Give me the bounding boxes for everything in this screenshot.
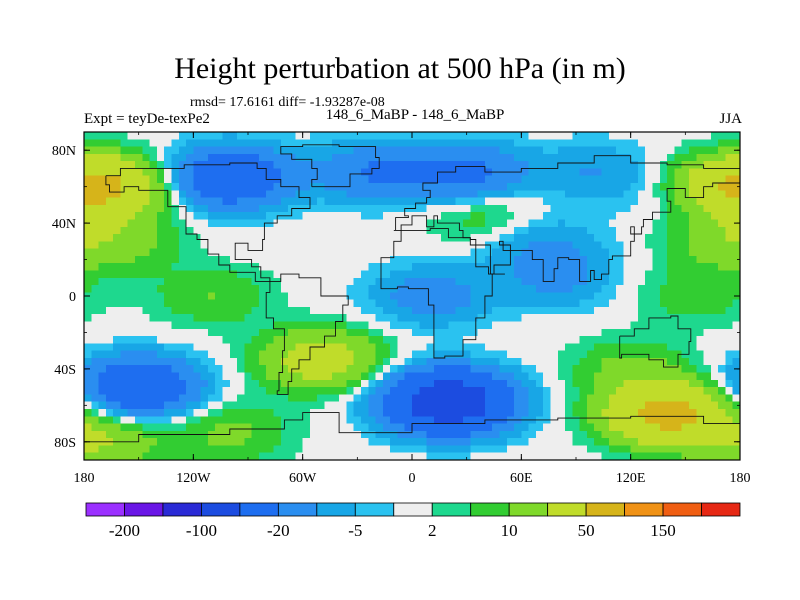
colorbar-box-4 xyxy=(239,502,279,517)
y-tick-label-3: 40S xyxy=(54,363,76,378)
experiment-label: Expt = teyDe-texPe2 xyxy=(84,111,210,127)
x-tick-label-1: 120W xyxy=(176,471,211,486)
colorbar-box-11 xyxy=(508,502,549,517)
case-label: 148_6_MaBP - 148_6_MaBP xyxy=(325,107,505,123)
colorbar-label-6: 50 xyxy=(578,521,595,540)
colorbar-box-1 xyxy=(124,502,164,517)
coastline-5 xyxy=(619,315,692,368)
colorbar-label-2: -20 xyxy=(267,521,290,540)
colorbar-box-10 xyxy=(470,502,510,517)
colorbar-box-6 xyxy=(316,502,356,517)
continent-outlines xyxy=(84,144,740,443)
height-perturbation-field xyxy=(84,132,740,460)
colorbar-label-7: 150 xyxy=(650,521,676,540)
colorbar-label-5: 10 xyxy=(501,521,518,540)
colorbar-label-4: 2 xyxy=(428,521,437,540)
colorbar-box-0 xyxy=(85,502,125,517)
colorbar-box-13 xyxy=(585,502,625,517)
colorbar-label-0: -200 xyxy=(109,521,140,540)
x-tick-label-3: 0 xyxy=(409,471,416,486)
colorbar-box-12 xyxy=(547,502,587,517)
coastline-0 xyxy=(105,162,311,282)
x-tick-label-5: 120E xyxy=(616,471,646,486)
x-tick-label-2: 60W xyxy=(289,471,317,486)
x-tick-label-0: 180 xyxy=(74,471,95,486)
coastline-4 xyxy=(380,228,505,359)
y-tick-label-0: 80N xyxy=(52,144,76,159)
x-tick-label-4: 60E xyxy=(510,471,533,486)
colorbar: -200 -100 -20 -5 2 10 50 150 xyxy=(85,502,741,540)
season-label: JJA xyxy=(719,111,742,127)
axis-ticks: 180 120W 60W 0 60E 120E 180 80N 40N 0 40S 80S xyxy=(52,132,751,486)
colorbar-box-3 xyxy=(201,502,241,517)
colorbar-box-5 xyxy=(277,502,318,517)
y-tick-label-2: 0 xyxy=(69,290,76,305)
coastline-3 xyxy=(393,155,740,282)
y-tick-label-1: 40N xyxy=(52,217,76,232)
x-tick-label-6: 180 xyxy=(730,471,751,486)
colorbar-box-8 xyxy=(393,502,433,517)
colorbar-box-9 xyxy=(431,502,472,517)
coastline-6 xyxy=(84,412,740,443)
colorbar-box-14 xyxy=(624,502,664,517)
colorbar-box-2 xyxy=(162,502,202,517)
colorbar-box-16 xyxy=(701,502,741,517)
chart-title: Height perturbation at 500 hPa (in m) xyxy=(174,52,626,85)
colorbar-label-3: -5 xyxy=(348,521,362,540)
colorbar-box-7 xyxy=(354,502,395,517)
colorbar-label-1: -100 xyxy=(186,521,217,540)
coastline-1 xyxy=(280,144,380,188)
coastline-2 xyxy=(265,273,349,395)
stats-text: rmsd= 17.6161 diff= -1.93287e-08 xyxy=(190,95,385,110)
colorbar-box-15 xyxy=(662,502,702,517)
y-tick-label-4: 80S xyxy=(54,436,76,451)
